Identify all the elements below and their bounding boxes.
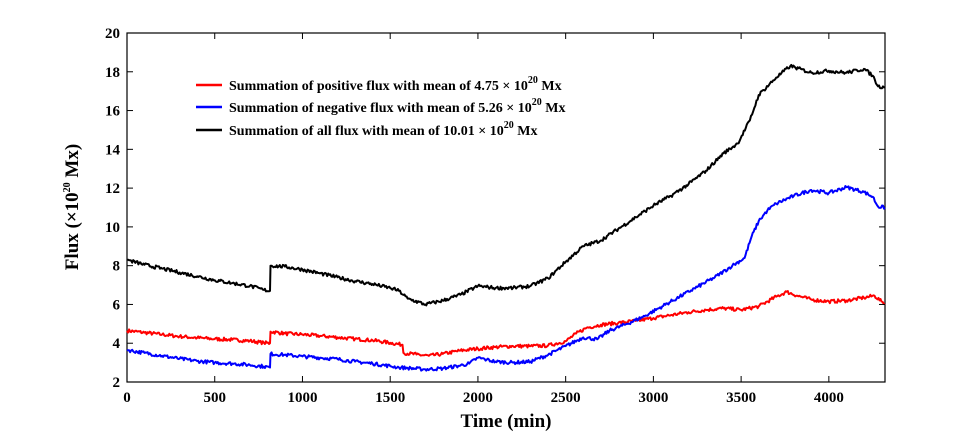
y-tick-label: 4 bbox=[113, 336, 121, 352]
legend-label-all: Summation of all flux with mean of 10.01… bbox=[229, 120, 537, 139]
x-axis: 0 500 1000 1500 2000 2500 3000 3500 4000 bbox=[123, 33, 844, 406]
y-tick-label: 14 bbox=[105, 142, 121, 158]
series-line-negative bbox=[126, 185, 886, 372]
y-tick-label: 6 bbox=[113, 297, 121, 313]
series-layer bbox=[126, 63, 886, 372]
y-tick-label: 10 bbox=[105, 220, 120, 236]
x-tick-label: 3000 bbox=[638, 390, 668, 406]
legend-label-positive-exp: 20 bbox=[528, 75, 538, 86]
y-axis-title-suffix: Mx) bbox=[62, 144, 83, 183]
legend-label-positive-text: Summation of positive flux with mean of … bbox=[229, 79, 528, 94]
series-line-positive bbox=[126, 290, 886, 357]
x-tick-label: 1500 bbox=[375, 390, 405, 406]
y-tick-label: 12 bbox=[105, 181, 120, 197]
series-line-all bbox=[126, 63, 886, 307]
y-tick-label: 16 bbox=[105, 104, 121, 120]
legend-label-positive: Summation of positive flux with mean of … bbox=[229, 75, 562, 94]
y-axis-title-exponent: 20 bbox=[62, 182, 73, 192]
legend-label-positive-unit: Mx bbox=[538, 79, 562, 94]
legend-label-all-exp: 20 bbox=[504, 120, 514, 131]
legend-label-negative-text: Summation of negative flux with mean of … bbox=[229, 101, 532, 116]
x-tick-label: 2500 bbox=[551, 390, 581, 406]
legend-label-negative: Summation of negative flux with mean of … bbox=[229, 97, 565, 116]
x-tick-label: 4000 bbox=[814, 390, 844, 406]
y-tick-label: 2 bbox=[113, 375, 121, 391]
y-axis-title: Flux (×1020 Mx) bbox=[62, 144, 83, 270]
y-tick-label: 20 bbox=[105, 26, 120, 42]
legend: Summation of positive flux with mean of … bbox=[196, 75, 565, 139]
legend-label-negative-unit: Mx bbox=[542, 101, 566, 116]
y-axis-title-prefix: Flux (×10 bbox=[62, 192, 83, 270]
y-tick-label: 18 bbox=[105, 65, 120, 81]
x-axis-title: Time (min) bbox=[461, 411, 552, 432]
x-tick-label: 2000 bbox=[463, 390, 493, 406]
x-tick-label: 500 bbox=[203, 390, 226, 406]
legend-label-all-text: Summation of all flux with mean of 10.01… bbox=[229, 124, 504, 139]
legend-label-all-unit: Mx bbox=[514, 124, 538, 139]
legend-label-negative-exp: 20 bbox=[532, 97, 542, 108]
x-tick-label: 3500 bbox=[726, 390, 756, 406]
y-axis: 2 4 6 8 10 12 14 16 18 20 bbox=[105, 26, 885, 391]
y-tick-label: 8 bbox=[113, 259, 121, 275]
x-tick-label: 1000 bbox=[287, 390, 317, 406]
x-tick-label: 0 bbox=[123, 390, 131, 406]
